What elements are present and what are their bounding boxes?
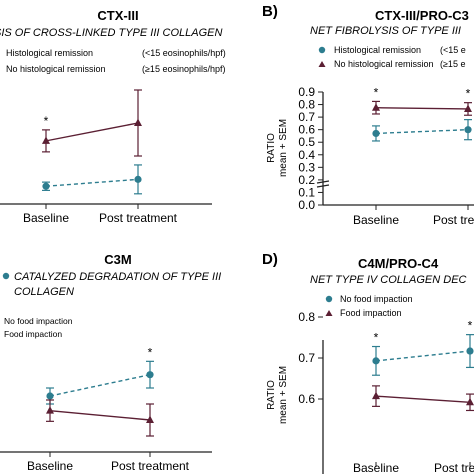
panel-d-legend-1-marker (325, 295, 333, 303)
panel-b-series-2-line (375, 106, 469, 110)
panel-a-category-post: Post treatment (99, 211, 178, 225)
chart-marks: *0.00.10.20.30.40.50.60.70.80.9 * **0.60.7… (42, 85, 474, 437)
panel-b-y-tick-label: 0.7 (298, 110, 315, 124)
panel-d-title: C4M/PRO-C4 (358, 256, 439, 271)
panel-d-significance-mark: * (374, 331, 379, 345)
panel-b-y-tick-label: 0.8 (298, 98, 315, 112)
panel-b-series-1-line (375, 128, 469, 135)
panel-b-y-tick-label: 0.0 (298, 198, 315, 212)
panel-a: CTX-III SIS OF CROSS-LINKED TYPE III COL… (0, 8, 226, 225)
panel-d-category-baseline: Baseline (353, 461, 399, 474)
panel-d-y-label: RATIO (266, 380, 277, 410)
panel-c-series-2-point (46, 406, 54, 414)
panel-a-series-2-point (42, 136, 50, 144)
panel-b-series-1-point (464, 126, 472, 134)
panel-b-category-post: Post tre (433, 213, 474, 227)
panel-b: B) CTX-III/PRO-C3 NET FIBROLYSIS OF TYPE… (262, 3, 474, 227)
panel-d: D) C4M/PRO-C4 NET TYPE IV COLLAGEN DEC B… (262, 251, 474, 474)
panel-a-subtitle: SIS OF CROSS-LINKED TYPE III COLLAGEN (0, 27, 222, 39)
panel-d-y-tick-label: 0.8 (298, 310, 315, 324)
panel-a-legend-2-name: No histological remission (6, 64, 106, 74)
panel-b-y-label: RATIO (266, 133, 277, 163)
panel-d-subtitle: NET TYPE IV COLLAGEN DEC (310, 274, 467, 286)
panel-b-subtitle: NET FIBROLYSIS OF TYPE III (310, 25, 461, 37)
panel-b-series-2-point (372, 103, 380, 111)
panel-d-category-post: Post tre (434, 461, 474, 474)
panel-b-y-tick-label: 0.3 (298, 160, 315, 174)
panel-b-legend-2-marker (318, 61, 326, 67)
panel-b-legend-1-note: (<15 e (440, 45, 466, 55)
panel-d-y-tick-label: 0.7 (298, 351, 315, 365)
panel-d-legend-2-name: Food impaction (340, 308, 402, 318)
panel-b-significance-mark: * (466, 87, 471, 101)
panel-b-label: B) (262, 3, 278, 20)
panel-d-legend-1-name: No food impaction (340, 294, 413, 304)
panel-c: C3M CATALYZED DEGRADATION OF TYPE III CO… (0, 252, 221, 473)
panel-b-legend-1-name: Histological remission (334, 45, 421, 55)
panel-d-series-2-point (372, 391, 380, 400)
panel-d-label: D) (262, 251, 278, 268)
panel-c-series-2-line (49, 409, 151, 421)
panel-a-significance-mark: * (44, 114, 49, 128)
panel-b-legend-2-name: No histological remission (334, 59, 434, 69)
panel-b-y-tick-label: 0.4 (298, 148, 315, 162)
panel-c-subtitle: CATALYZED DEGRADATION OF TYPE III (14, 271, 221, 283)
panel-c-category-post: Post treatment (111, 459, 190, 473)
panel-d-series-2-point (466, 397, 474, 406)
panel-a-title: CTX-III (97, 8, 138, 23)
panel-d-y-tick-label: 0.6 (298, 392, 315, 406)
panel-b-y-tick-label: 0.2 (298, 173, 315, 187)
panel-a-legend-1-name: Histological remission (6, 48, 93, 58)
panel-d-series-1-point (466, 347, 474, 355)
panel-c-subtitle-marker (2, 272, 10, 280)
panel-a-series-1-point (42, 182, 50, 190)
panel-b-y-tick-label: 0.9 (298, 85, 315, 99)
panel-a-legend-2-note: (≥15 eosinophils/hpf) (142, 64, 226, 74)
panel-b-legend-2-note: (≥15 e (440, 59, 465, 69)
panel-b-legend-1-marker (318, 46, 326, 54)
panel-a-series-1-point (134, 175, 142, 183)
panel-d-legend-2-marker (325, 310, 333, 316)
panel-d-series-1-point (372, 357, 380, 365)
panel-d-significance-mark: * (468, 319, 473, 333)
panel-c-series-2-point (146, 415, 154, 423)
panel-c-subtitle-line2: COLLAGEN (14, 286, 74, 298)
panel-b-axis-break-1 (316, 180, 330, 184)
panel-b-series-1-point (372, 129, 380, 138)
panel-c-series-1-line (49, 373, 151, 397)
panel-a-legend-1-note: (<15 eosinophils/hpf) (142, 48, 226, 58)
panel-d-y-label-unit: mean + SEM (278, 366, 289, 424)
panel-d-series-1-line (375, 350, 471, 362)
panel-b-title: CTX-III/PRO-C3 (375, 8, 469, 23)
panel-b-axis-break-2 (316, 184, 330, 188)
panel-c-series-1-point (146, 371, 154, 379)
panel-c-legend-1-name: No food impaction (4, 316, 73, 326)
panel-b-y-tick-label: 0.6 (298, 123, 315, 137)
panel-c-legend-2-name: Food impaction (4, 329, 62, 339)
panel-a-series-1-line (45, 178, 139, 187)
panel-b-y-label-unit: mean + SEM (278, 119, 289, 177)
panel-c-significance-mark: * (148, 345, 153, 359)
panel-c-title: C3M (104, 252, 131, 267)
panel-b-significance-mark: * (374, 85, 379, 99)
panel-a-series-2-point (134, 118, 142, 126)
panel-c-category-baseline: Baseline (27, 459, 73, 473)
panel-b-y-tick-label: 0.1 (298, 185, 315, 199)
panel-b-category-baseline: Baseline (353, 213, 399, 227)
panel-a-category-baseline: Baseline (23, 211, 69, 225)
panel-a-series-2-line (45, 122, 139, 142)
panel-b-y-tick-label: 0.5 (298, 135, 315, 149)
panel-c-series-1-point (46, 392, 54, 400)
panel-b-series-2-point (464, 104, 472, 112)
panel-d-series-2-line (375, 395, 471, 403)
